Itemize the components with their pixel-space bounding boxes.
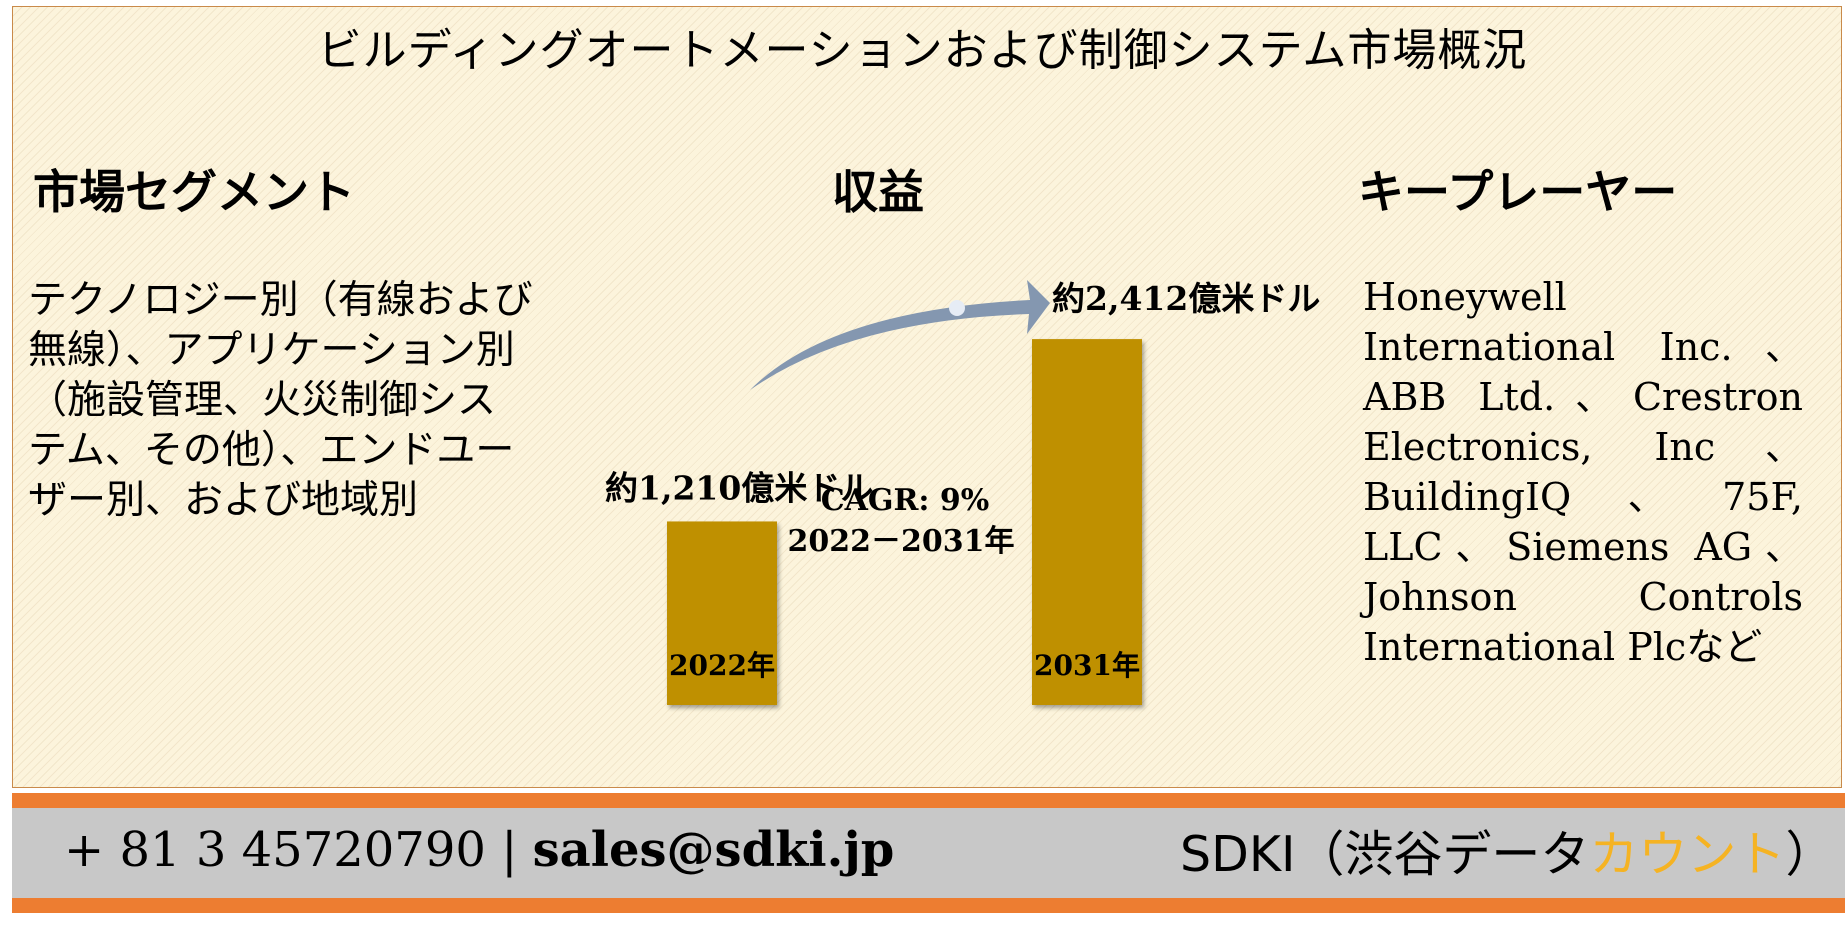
category-label-2031: 2031年 [1034,649,1140,682]
brand-end: ） [1785,826,1835,883]
value-label-2031: 約2,412億米ドル [1052,279,1320,318]
key-players-text: Honeywell International Inc.、ABB Ltd.、Cr… [1363,275,1803,669]
phone-number: + 81 3 45720790 [64,822,486,878]
revenue-chart: 約1,210億米ドル 約2,412億米ドル 2022年 2031年 CAGR: … [605,279,1320,705]
category-label-2022: 2022年 [669,649,775,682]
segments-heading: 市場セグメント [33,165,355,219]
cagr-period-label: 2022－2031年 [788,524,1015,559]
infographic-panel [12,6,1842,788]
page-title: ビルディングオートメーションおよび制御システム市場概況 [317,25,1528,76]
key-players-heading: キープレーヤー [1358,165,1678,219]
cagr-label: CAGR: 9% [821,483,990,518]
brand-accent: カウント [1589,826,1786,883]
revenue-heading: 収益 [832,165,924,219]
email-link[interactable]: sales@sdki.jp [532,822,895,878]
contact-separator: | [501,822,518,878]
arrow-dot [949,300,965,316]
bar-2031 [1032,339,1142,705]
brand-name: SDKI（渋谷データカウント） [1180,815,1834,886]
bar-2022 [667,521,777,705]
contact-info: + 81 3 45720790 | sales@sdki.jp [64,822,894,878]
segments-text: テクノロジー別（有線および無線）、アプリケーション別（施設管理、火災制御システム… [28,278,533,523]
value-label-2022: 約1,210億米ドル [605,468,873,507]
footer-contact-strip [12,808,1845,898]
growth-arrow-icon [750,280,1050,390]
brand-main: SDKI（渋谷データ [1180,826,1590,883]
